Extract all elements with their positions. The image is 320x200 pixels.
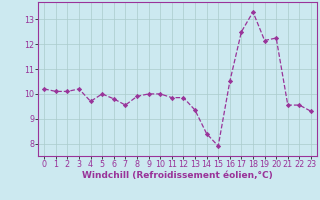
X-axis label: Windchill (Refroidissement éolien,°C): Windchill (Refroidissement éolien,°C) [82, 171, 273, 180]
